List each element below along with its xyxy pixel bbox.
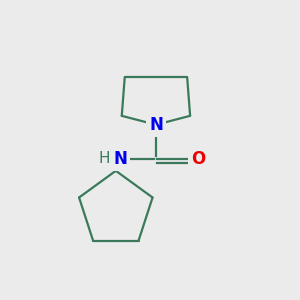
Text: N: N bbox=[113, 150, 127, 168]
Text: N: N bbox=[149, 116, 163, 134]
Text: O: O bbox=[191, 150, 206, 168]
Text: H: H bbox=[98, 152, 110, 166]
